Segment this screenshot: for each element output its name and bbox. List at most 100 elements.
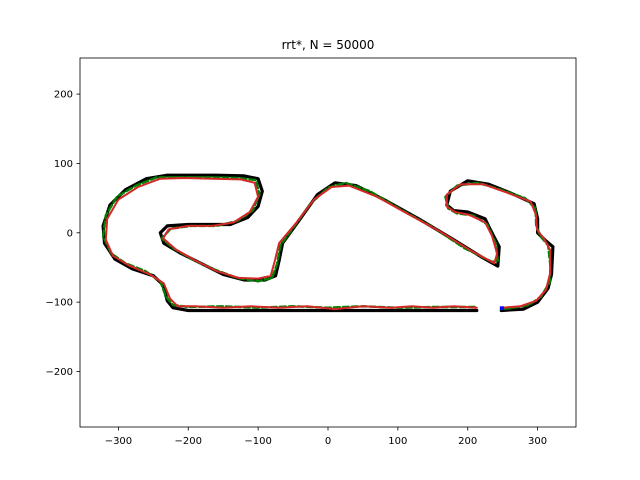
tree-edges-point (222, 305, 224, 307)
tree-edges-point (534, 207, 537, 210)
tree-edges-point (549, 280, 551, 282)
tree-edges-point (105, 214, 107, 216)
path-point (496, 253, 498, 255)
x-axis: −300 −200 −100 0 100 200 300 (105, 427, 547, 447)
path-point (454, 211, 456, 213)
plot-area (101, 173, 555, 313)
track-boundary-point (187, 223, 189, 226)
path-point (149, 273, 151, 275)
path-point (296, 221, 298, 223)
track-boundary-point (124, 189, 126, 191)
track-boundary-point (257, 309, 259, 312)
path-point (390, 307, 392, 309)
path-point (257, 196, 259, 198)
track-boundary-point (172, 307, 174, 309)
path-point (535, 214, 537, 216)
tree-edges-point (369, 190, 371, 192)
track-boundary-point (145, 178, 147, 180)
tree-edges-point (255, 179, 257, 181)
path-point (163, 282, 165, 284)
path-point (348, 185, 350, 187)
tree-edges-point (257, 280, 259, 282)
tree-edges-point (252, 210, 254, 212)
path-point (240, 178, 242, 180)
x-tick-label: 0 (325, 436, 331, 447)
path-point (222, 307, 224, 309)
track-boundary-point (397, 309, 399, 312)
path-point (530, 201, 532, 203)
path-point (274, 259, 276, 262)
tree-edges-point (161, 237, 163, 239)
path-point (544, 239, 546, 241)
path-point (306, 305, 308, 307)
path-point (128, 264, 130, 266)
path-point (484, 221, 486, 223)
track-boundary-point (257, 178, 259, 180)
path-point (432, 307, 434, 309)
track-boundary-point (247, 216, 249, 219)
track-boundary-point (278, 259, 280, 262)
track-boundary-point (537, 301, 539, 303)
path-point (545, 289, 547, 291)
track-boundary-point (187, 174, 189, 176)
x-tick-label: −100 (244, 436, 271, 447)
path-point (257, 278, 259, 280)
track-boundary-point (327, 309, 329, 312)
track-boundary-point (261, 190, 263, 192)
path-point (376, 196, 378, 198)
tree-edges-point (156, 176, 158, 178)
path-point (238, 277, 240, 279)
path-point (460, 183, 462, 185)
track-boundary-point (159, 232, 161, 234)
path-point (278, 242, 280, 244)
track-boundary-point (498, 246, 500, 248)
tree-edges-point (528, 304, 530, 306)
path-point (330, 186, 333, 188)
track-boundary-point (467, 180, 469, 182)
track-boundary-point (488, 183, 490, 185)
track-boundary-point (547, 287, 549, 289)
path-point (215, 270, 217, 272)
path-point (411, 305, 413, 307)
path-point (446, 194, 448, 196)
path-point (212, 178, 214, 180)
path-point (169, 298, 171, 300)
path-point (439, 230, 441, 232)
tree-edges-point (271, 277, 273, 279)
tree-edges-point (279, 244, 282, 246)
track-boundary-point (187, 309, 189, 312)
path-point (536, 228, 538, 230)
path-point (184, 177, 186, 179)
track-boundary-point (476, 309, 478, 312)
track-boundary-point (229, 223, 231, 226)
tree-edges-point (497, 259, 499, 262)
path-point (493, 262, 495, 264)
path-point (106, 218, 108, 220)
y-tick-label: 200 (54, 90, 73, 101)
path-point (334, 308, 336, 310)
path-point (468, 214, 470, 216)
path-point (159, 178, 161, 180)
track-boundary-point (166, 225, 168, 227)
chart-title: rrt*, N = 50000 (282, 38, 375, 52)
track-boundary-point (166, 174, 168, 176)
track-boundary-point (131, 268, 133, 270)
path-point (117, 198, 119, 201)
track-boundary-point (467, 211, 469, 213)
tree-edges-point (327, 187, 329, 189)
path-point (194, 259, 196, 262)
track-boundary-point (497, 265, 499, 267)
path-point (137, 186, 139, 188)
track-boundary-point (163, 242, 165, 244)
track-boundary-point (215, 174, 217, 176)
track-boundary-point (243, 175, 245, 177)
tree-edges-point (477, 182, 479, 184)
path-point (168, 228, 170, 230)
tree-edges-point (444, 196, 446, 198)
path-point (446, 205, 448, 207)
track-boundary-point (316, 194, 319, 196)
y-tick-label: −100 (46, 298, 73, 309)
track-boundary-point (275, 275, 277, 277)
track-boundary-point (103, 242, 106, 244)
